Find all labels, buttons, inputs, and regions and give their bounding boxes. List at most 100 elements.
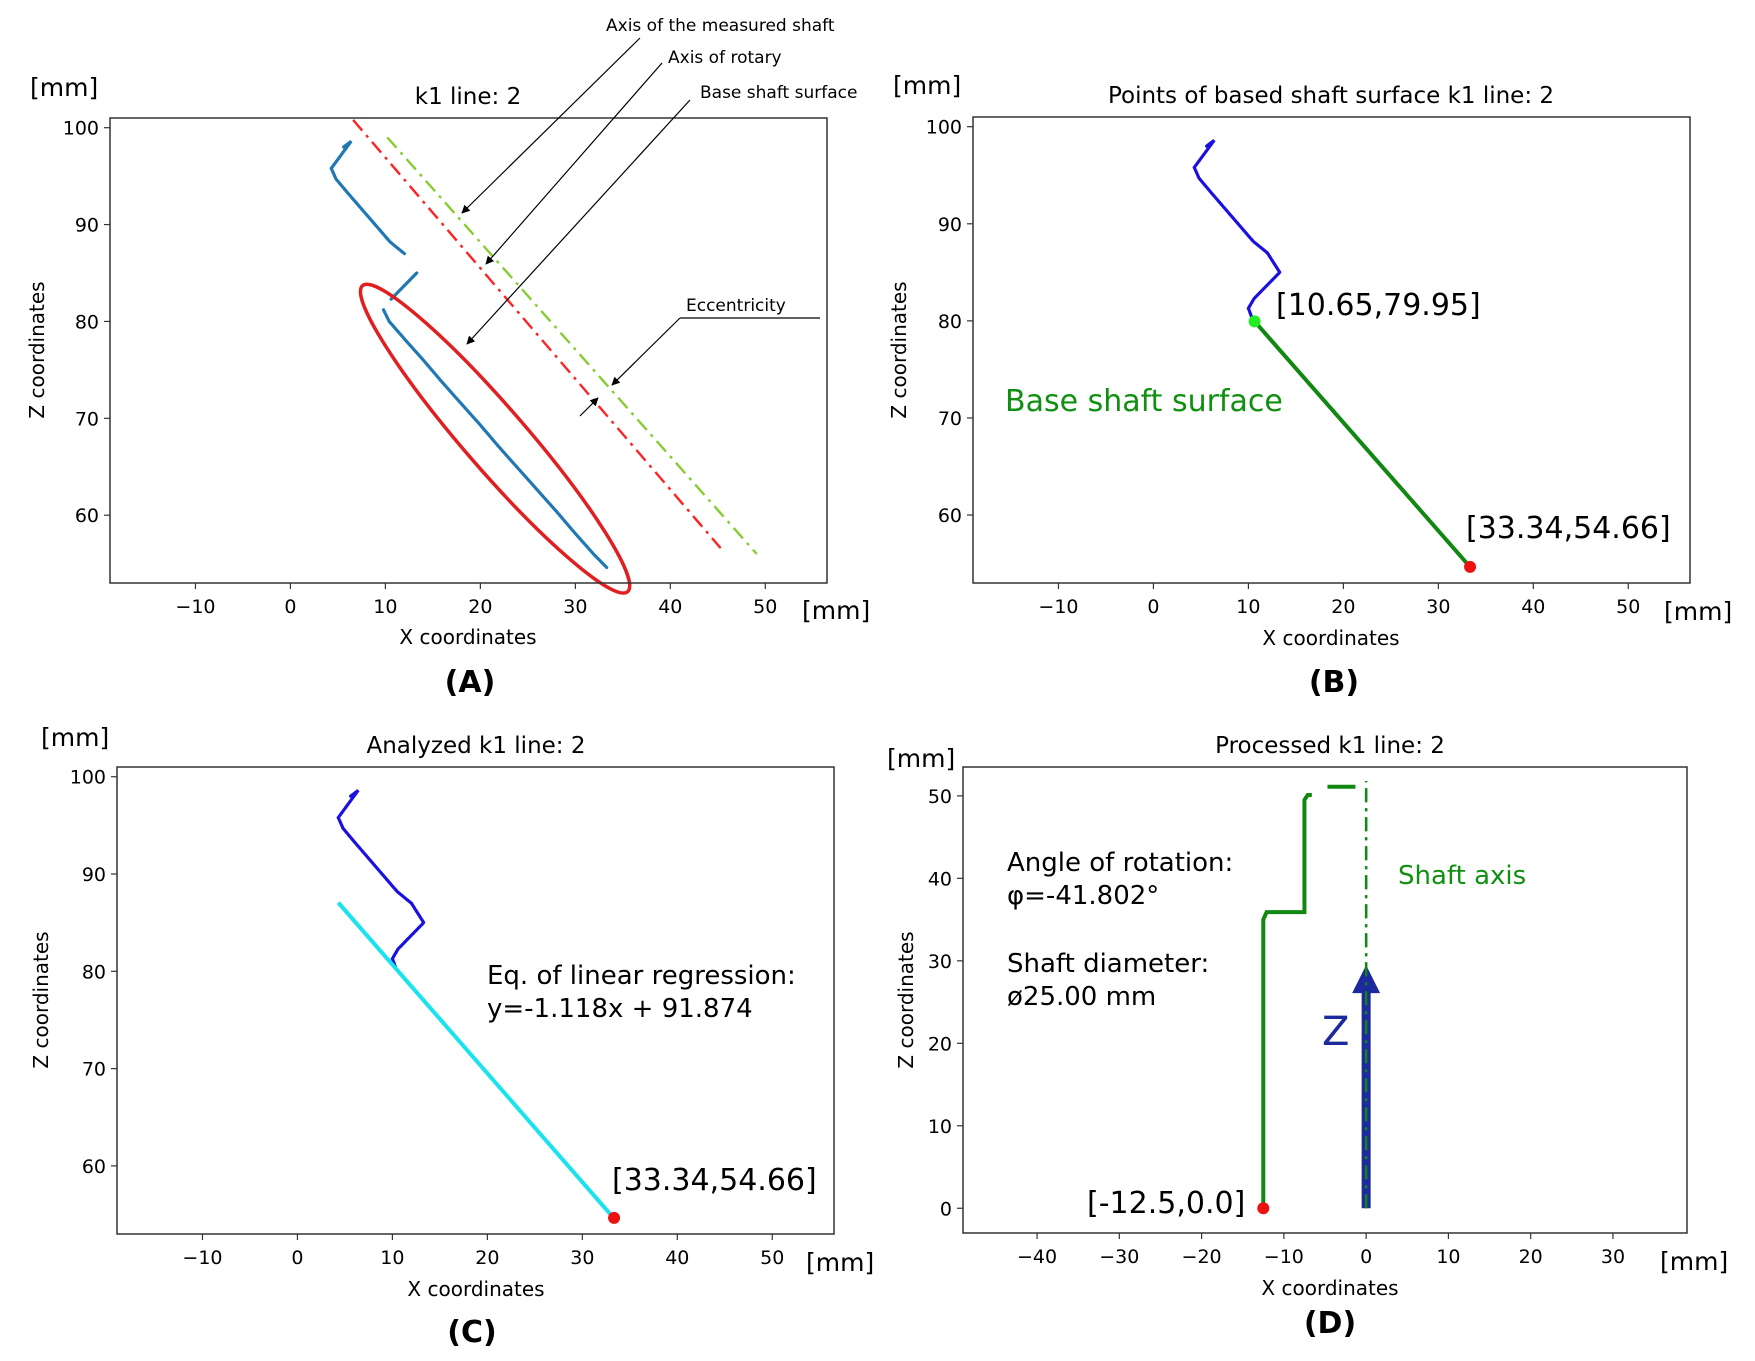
panel-d-ytick-label: 20 bbox=[928, 1033, 952, 1055]
panel-d-ytick-label: 30 bbox=[928, 951, 952, 973]
panel-b-frame bbox=[972, 116, 1691, 584]
panel-a-xtick-label: 40 bbox=[658, 596, 682, 618]
panel-a-callouts: Axis of the measured shaft Axis of rotar… bbox=[461, 16, 857, 417]
panel-b-xtick-label: 50 bbox=[1616, 596, 1640, 618]
panel-b-series-0-points bbox=[1192, 139, 1282, 318]
panel-d-ticks: −40 −30 −20 −10 0 10 20 30 0 10 20 30 40 50 bbox=[928, 786, 1625, 1268]
callout-measured-axis-leader bbox=[461, 37, 641, 214]
panel-a-series-0-points bbox=[381, 308, 609, 570]
panel-d-plot bbox=[1257, 781, 1381, 1215]
panel-b-ytick-label: 60 bbox=[938, 505, 962, 527]
panel-b-ytick-label: 90 bbox=[938, 214, 962, 236]
panel-b-ytick-label: 70 bbox=[938, 408, 962, 430]
panel-d-series-0-line bbox=[1261, 793, 1312, 1209]
callout-rotary-axis-leader bbox=[485, 62, 663, 265]
panel-c-eq-label: Eq. of linear regression: bbox=[487, 961, 796, 991]
panel-d-ytick-label: 10 bbox=[928, 1116, 952, 1138]
callout-rotary-axis: Axis of rotary bbox=[668, 48, 782, 68]
panel-c-name: (C) bbox=[447, 1315, 496, 1350]
panel-d-xtick-label: 10 bbox=[1436, 1246, 1460, 1268]
panel-b-series-1-line bbox=[1253, 320, 1472, 569]
panel-c-ytick-label: 80 bbox=[82, 961, 106, 983]
panel-b-marker-1 bbox=[1464, 560, 1477, 573]
panel-c-ytick-label: 90 bbox=[82, 864, 106, 886]
panel-c-ticks: −10 0 10 20 30 40 50 60 70 80 90 100 bbox=[70, 767, 785, 1269]
panel-b-ylabel: Z coordinates bbox=[887, 281, 911, 418]
callout-eccentricity-arrow-1 bbox=[611, 317, 681, 386]
panel-d-xtick-label: −10 bbox=[1264, 1246, 1304, 1268]
panel-d-xtick-label: −40 bbox=[1017, 1246, 1057, 1268]
panel-c-ytick-label: 60 bbox=[82, 1156, 106, 1178]
callout-eccentricity: Eccentricity bbox=[686, 296, 786, 316]
panel-b-plot bbox=[1192, 139, 1477, 573]
panel-d-axis-label: Shaft axis bbox=[1398, 861, 1526, 891]
panel-c: −10 0 10 20 30 40 50 60 70 80 90 100 Analyzed k1 li… bbox=[29, 723, 874, 1350]
panel-d-xtick-label: 0 bbox=[1360, 1246, 1372, 1268]
panel-c-marker-0 bbox=[608, 1211, 621, 1224]
panel-d-ytick-label: 40 bbox=[928, 868, 952, 890]
panel-c-series-1-line bbox=[336, 901, 616, 1220]
panel-d-origin-label: [-12.5,0.0] bbox=[1087, 1186, 1245, 1221]
panel-d-xtick-label: −20 bbox=[1182, 1246, 1222, 1268]
panel-c-ylabel: Z coordinates bbox=[29, 931, 53, 1068]
panel-a-highlight-ellipse bbox=[358, 282, 632, 595]
panel-d-diam-label: Shaft diameter: bbox=[1007, 949, 1209, 979]
panel-a-ytick-label: 60 bbox=[75, 505, 99, 527]
panel-b-point-end-label: [33.34,54.66] bbox=[1466, 511, 1671, 546]
panel-a-series-0-points bbox=[329, 139, 406, 256]
panel-b-xtick-label: 0 bbox=[1147, 596, 1159, 618]
panel-b: −10 0 10 20 30 40 50 60 70 80 90 100 Points of base… bbox=[887, 71, 1732, 700]
panel-b-xtick-label: 20 bbox=[1331, 596, 1355, 618]
panel-c-xlabel: X coordinates bbox=[407, 1277, 544, 1301]
panel-d: −40 −30 −20 −10 0 10 20 30 0 10 20 30 40 50 Processed… bbox=[887, 733, 1728, 1341]
panel-a-ytick-label: 90 bbox=[75, 215, 99, 237]
panel-a-series-1-line bbox=[352, 119, 722, 549]
panel-b-surface-label: Base shaft surface bbox=[1005, 384, 1283, 419]
panel-a-series-0-points bbox=[389, 271, 419, 301]
panel-d-x-unit: [mm] bbox=[1660, 1247, 1728, 1276]
panel-a-x-unit: [mm] bbox=[802, 596, 870, 625]
panel-a-ylabel: Z coordinates bbox=[25, 281, 49, 418]
panel-d-xtick-label: 30 bbox=[1601, 1246, 1625, 1268]
panel-d-name: (D) bbox=[1304, 1306, 1356, 1341]
panel-a-ytick-label: 100 bbox=[63, 118, 99, 140]
panel-d-z-arrow-head bbox=[1352, 965, 1381, 994]
panel-b-xtick-label: 40 bbox=[1521, 596, 1545, 618]
panel-c-ytick-label: 100 bbox=[70, 767, 106, 789]
callout-base-surface: Base shaft surface bbox=[700, 83, 857, 103]
panel-a-frame bbox=[109, 117, 828, 584]
panel-c-y-unit: [mm] bbox=[41, 723, 109, 752]
panel-c-point-end-label: [33.34,54.66] bbox=[612, 1163, 817, 1198]
callout-eccentricity-arrow-2 bbox=[579, 397, 599, 417]
panel-c-xtick-label: 40 bbox=[665, 1247, 689, 1269]
panel-d-diam-value: ø25.00 mm bbox=[1007, 982, 1156, 1012]
callout-measured-axis: Axis of the measured shaft bbox=[606, 16, 835, 36]
panel-c-x-unit: [mm] bbox=[806, 1248, 874, 1277]
panel-a-ytick-label: 70 bbox=[75, 408, 99, 430]
panel-b-ticks: −10 0 10 20 30 40 50 60 70 80 90 100 bbox=[926, 117, 1641, 618]
panel-d-angle-value: φ=-41.802° bbox=[1007, 881, 1159, 911]
panel-d-ytick-label: 50 bbox=[928, 786, 952, 808]
panel-a-xtick-label: 10 bbox=[373, 596, 397, 618]
panel-b-xtick-label: −10 bbox=[1038, 596, 1078, 618]
panel-b-ytick-label: 100 bbox=[926, 117, 962, 139]
panel-d-angle-label: Angle of rotation: bbox=[1007, 848, 1233, 878]
panel-a-plot bbox=[329, 119, 758, 595]
panel-a-xtick-label: 30 bbox=[563, 596, 587, 618]
panel-c-plot bbox=[336, 789, 621, 1224]
panel-b-ytick-label: 80 bbox=[938, 311, 962, 333]
panel-b-xlabel: X coordinates bbox=[1262, 626, 1399, 650]
panel-d-xlabel: X coordinates bbox=[1261, 1276, 1398, 1300]
panel-b-point-start-label: [10.65,79.95] bbox=[1276, 288, 1481, 323]
panel-a-ytick-label: 80 bbox=[75, 311, 99, 333]
panel-b-marker-0 bbox=[1248, 315, 1261, 328]
panel-c-xtick-label: 20 bbox=[475, 1247, 499, 1269]
panel-c-xtick-label: 30 bbox=[570, 1247, 594, 1269]
panel-d-marker-0 bbox=[1257, 1202, 1270, 1215]
panel-b-xtick-label: 30 bbox=[1426, 596, 1450, 618]
panel-a-xlabel: X coordinates bbox=[399, 625, 536, 649]
panel-c-eq-value: y=-1.118x + 91.874 bbox=[487, 994, 753, 1024]
panel-b-y-unit: [mm] bbox=[893, 71, 961, 100]
panel-a-xtick-label: −10 bbox=[175, 596, 215, 618]
